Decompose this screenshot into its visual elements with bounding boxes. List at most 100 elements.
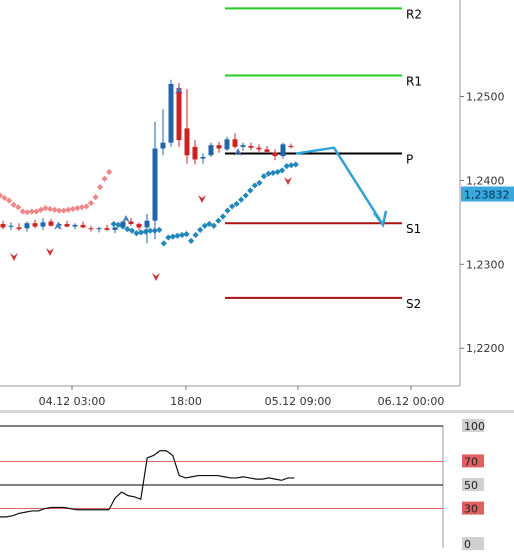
fractal-up-icon: [122, 215, 130, 223]
sar-dot: [178, 231, 186, 239]
sar-dot: [228, 203, 236, 210]
candle-body: [120, 221, 126, 227]
sar-dot: [165, 234, 172, 241]
sar-dot: [292, 161, 299, 168]
fractal-up-icon: [234, 148, 242, 156]
candle-body: [40, 222, 46, 227]
sar-dot: [269, 169, 277, 176]
candle-body: [152, 148, 158, 221]
oscillator-panel: 100 70 50 30 0: [0, 419, 485, 551]
sar-dot: [15, 204, 22, 211]
candle-body: [184, 128, 190, 156]
candle-body: [232, 139, 238, 147]
candle-body: [192, 146, 198, 160]
sar-dot: [160, 240, 167, 247]
sar-dot: [0, 192, 4, 199]
sar-dot: [87, 199, 95, 207]
candle-body: [216, 145, 222, 149]
sar-dot: [46, 205, 54, 213]
sar-dot: [156, 226, 163, 234]
sar-dot: [238, 196, 245, 203]
sar-dot: [206, 220, 213, 228]
candle-body: [48, 221, 54, 226]
sar-dot: [110, 220, 117, 228]
current-price-badge: [461, 186, 514, 202]
main-price-axis: 1,2500 1,2400 1,2300 1,2200 1,23832: [460, 91, 514, 355]
candle-body: [224, 139, 230, 150]
sar-dot: [101, 175, 108, 182]
osc-tick-badge: [462, 419, 484, 432]
parabolic-sar-dots: [0, 161, 299, 247]
forecast-line: [295, 146, 385, 226]
candle-body: [168, 83, 174, 143]
fractal-markers: [10, 86, 292, 281]
candle-body: [112, 227, 118, 230]
candle-body: [240, 145, 246, 147]
fractal-down-icon: [46, 248, 54, 256]
time-tick-label: 04.12 03:00: [39, 395, 106, 408]
sar-dot: [142, 228, 149, 235]
sar-dot: [133, 230, 140, 237]
fractal-down-icon: [10, 253, 18, 261]
sar-dot: [247, 187, 254, 194]
sar-dot: [37, 206, 45, 213]
candle-body: [160, 142, 166, 149]
sar-dot: [96, 184, 104, 191]
osc-tick-label: 70: [464, 455, 478, 468]
pivot-label: R1: [406, 75, 422, 89]
sar-dot: [174, 232, 181, 239]
current-price-label: 1,23832: [464, 189, 510, 202]
sar-dot: [169, 233, 177, 240]
osc-line: [0, 450, 295, 518]
sar-dot: [92, 194, 99, 201]
osc-tick-label: 50: [464, 479, 478, 492]
sar-dot: [74, 204, 81, 212]
sar-dot: [219, 213, 227, 220]
candle-body: [144, 220, 150, 228]
candle-body: [64, 224, 70, 227]
candle-body: [24, 223, 30, 229]
osc-tick-label: 30: [464, 503, 478, 516]
osc-tick-badge: [462, 501, 484, 515]
sar-dot: [83, 203, 90, 210]
pivot-label: P: [406, 153, 413, 167]
fractal-down-icon: [198, 195, 206, 203]
osc-tick-badge: [462, 454, 484, 468]
fractal-down-icon: [152, 273, 160, 281]
sar-dot: [115, 221, 122, 228]
sar-dot: [51, 206, 58, 213]
sar-dot: [128, 227, 136, 234]
sar-dot: [65, 206, 72, 213]
candle-body: [208, 145, 214, 156]
main-panel-grid: [0, 0, 514, 413]
sar-dot: [187, 237, 195, 244]
candle-body: [272, 152, 278, 157]
sar-dot: [197, 226, 204, 234]
sar-dot: [78, 204, 86, 211]
candle-body: [288, 146, 294, 148]
candle-body: [96, 228, 102, 230]
sar-dot: [283, 163, 290, 170]
sar-dot: [242, 192, 249, 199]
candle-body: [248, 146, 254, 148]
forecast-arrow: [295, 146, 388, 228]
candle-body: [72, 224, 78, 227]
candle-body: [88, 228, 94, 230]
sar-dot: [224, 207, 231, 214]
price-tick-label: 1,2400: [466, 174, 505, 187]
sar-dot: [137, 229, 145, 236]
osc-tick-label: 0: [464, 538, 471, 551]
sar-dot: [147, 227, 154, 234]
price-tick-label: 1,2300: [466, 258, 505, 271]
candle-body: [256, 147, 262, 150]
candle-body: [0, 224, 6, 228]
price-tick-label: 1,2200: [466, 342, 505, 355]
candle-body: [128, 221, 134, 225]
sar-dot: [56, 207, 63, 214]
candle-body: [104, 228, 110, 230]
candle-body: [8, 225, 14, 227]
candlesticks: [0, 79, 294, 244]
sar-dot: [183, 231, 190, 238]
sar-dot: [19, 208, 26, 215]
